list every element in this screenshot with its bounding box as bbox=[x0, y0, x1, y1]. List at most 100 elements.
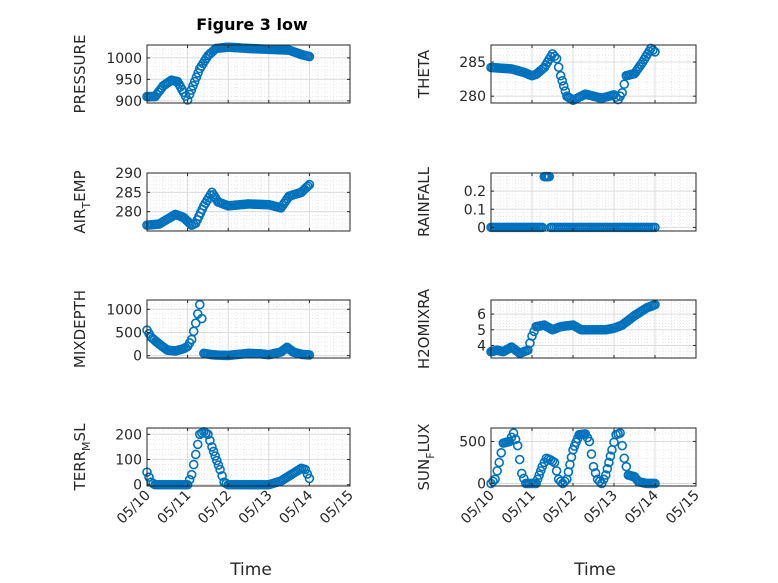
y-tick-label: 0 bbox=[477, 476, 486, 492]
data-point bbox=[508, 428, 519, 438]
data-point bbox=[559, 476, 570, 487]
data-point bbox=[619, 79, 630, 90]
data-point bbox=[302, 181, 313, 191]
y-tick-label: 285 bbox=[115, 185, 142, 201]
data-point bbox=[215, 464, 225, 475]
x-axis-label-right: Time bbox=[573, 560, 616, 580]
data-point bbox=[488, 476, 498, 487]
y-tick-label: 0 bbox=[133, 349, 142, 365]
axes-box bbox=[146, 172, 351, 232]
y-axis-label: H2OMIXRA bbox=[415, 288, 433, 369]
y-tick-label: 500 bbox=[115, 325, 142, 341]
series-markers bbox=[486, 299, 660, 359]
y-tick-label: 1000 bbox=[106, 51, 142, 67]
data-point bbox=[188, 459, 199, 470]
data-point bbox=[189, 76, 200, 87]
x-tick-label: 05/13 bbox=[236, 488, 276, 528]
data-point bbox=[212, 455, 222, 466]
subplot-pressure: 900 950 1000 PRESSURE bbox=[71, 35, 351, 114]
y-tick-label: 0 bbox=[133, 478, 142, 494]
data-point bbox=[527, 331, 537, 341]
y-tick-label: 900 bbox=[115, 94, 142, 110]
y-tick-label: 200 bbox=[115, 427, 142, 443]
data-point bbox=[213, 460, 224, 470]
data-point bbox=[184, 89, 195, 100]
data-point bbox=[584, 436, 595, 447]
series-markers bbox=[142, 42, 315, 105]
data-point bbox=[534, 470, 544, 480]
y-axis-label: THETA bbox=[415, 49, 433, 99]
x-tick-label: 05/12 bbox=[540, 488, 580, 528]
subplot-sun_flux: 0 500 05/10 05/11 05/12 05/13 05/14 05/15 SUNFLU… bbox=[415, 424, 703, 528]
data-point bbox=[617, 440, 628, 451]
axes-box bbox=[490, 44, 697, 104]
axes-box bbox=[490, 172, 697, 232]
x-tick-label: 05/15 bbox=[317, 488, 357, 528]
y-axis-label: AIRTEMP bbox=[71, 170, 93, 233]
y-tick-label: 290 bbox=[115, 166, 142, 182]
x-tick-label: 05/11 bbox=[155, 488, 195, 528]
data-point bbox=[207, 442, 217, 452]
data-point bbox=[217, 471, 227, 481]
axes-box bbox=[490, 299, 697, 359]
data-point bbox=[602, 463, 613, 474]
data-point bbox=[586, 449, 597, 459]
y-tick-label: 100 bbox=[115, 453, 142, 469]
data-point bbox=[553, 62, 564, 72]
data-point bbox=[549, 51, 560, 62]
data-point bbox=[184, 474, 195, 485]
data-point bbox=[557, 76, 568, 86]
x-tick-label: 05/13 bbox=[581, 488, 621, 528]
y-axis-label: MIXDEPTH bbox=[71, 290, 89, 368]
x-tick-label: 05/10 bbox=[458, 488, 498, 528]
data-point bbox=[190, 449, 201, 460]
y-axis-label: PRESSURE bbox=[71, 35, 89, 114]
y-tick-label: 0.1 bbox=[464, 202, 486, 218]
data-point bbox=[182, 479, 193, 490]
axes-box bbox=[146, 427, 351, 487]
data-point bbox=[512, 440, 523, 451]
data-point bbox=[205, 435, 215, 446]
x-tick-label: 05/15 bbox=[663, 488, 703, 528]
data-point bbox=[604, 457, 614, 468]
y-tick-label: 285 bbox=[459, 55, 486, 71]
plot-area bbox=[147, 428, 350, 486]
data-point bbox=[605, 451, 616, 461]
data-point bbox=[304, 179, 315, 190]
data-point bbox=[304, 350, 315, 360]
data-point bbox=[304, 473, 315, 484]
series-markers bbox=[486, 428, 660, 489]
data-point bbox=[600, 470, 611, 480]
data-point bbox=[588, 461, 599, 472]
data-point bbox=[185, 218, 195, 229]
data-point bbox=[535, 466, 546, 476]
x-tick-label: 05/11 bbox=[499, 488, 539, 528]
data-point bbox=[494, 457, 505, 468]
data-point bbox=[516, 468, 527, 479]
data-point bbox=[621, 461, 632, 472]
y-tick-label: 280 bbox=[459, 89, 486, 105]
data-point bbox=[551, 466, 562, 476]
data-point bbox=[532, 474, 543, 485]
data-point bbox=[555, 70, 566, 81]
data-point bbox=[194, 299, 205, 310]
figure-title: Figure 3 low bbox=[196, 15, 308, 34]
data-point bbox=[551, 53, 562, 64]
axes-box bbox=[146, 299, 351, 359]
y-axis-label: TERRMSL bbox=[71, 423, 93, 492]
y-tick-label: 500 bbox=[459, 434, 486, 450]
data-point bbox=[549, 457, 560, 468]
data-point bbox=[186, 85, 197, 95]
x-axis-label-left: Time bbox=[229, 560, 272, 580]
y-tick-label: 950 bbox=[115, 72, 142, 88]
data-point bbox=[304, 51, 315, 62]
data-point bbox=[611, 92, 621, 102]
y-axis-label: SUNFLUX bbox=[415, 424, 437, 491]
data-point bbox=[617, 87, 628, 98]
data-point bbox=[210, 451, 221, 461]
data-point bbox=[302, 469, 313, 479]
subplot-air_temp: 280 285 290 AIRTEMP bbox=[71, 166, 351, 234]
data-point bbox=[558, 81, 569, 91]
